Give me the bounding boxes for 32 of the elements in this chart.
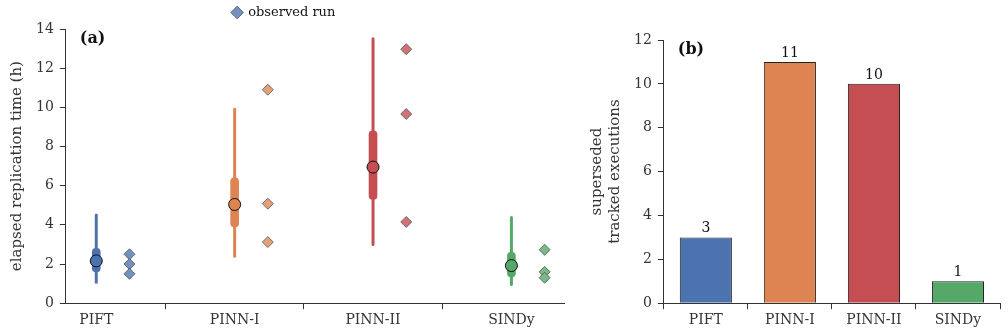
x-tick-label: SINDy xyxy=(488,311,535,328)
y-tick-label: 2 xyxy=(44,254,54,271)
x-tick-label: PINN-I xyxy=(209,311,260,328)
x-tick-label: PINN-I xyxy=(765,311,815,328)
y-axis-title: superseded tracked executions xyxy=(586,99,623,244)
y-tick-label: 8 xyxy=(44,137,54,154)
data-label: 1 xyxy=(953,262,963,279)
y-axis-title: elapsed replication time (h) xyxy=(6,61,25,272)
annotation: (b) xyxy=(677,39,705,59)
x-tick-label: SINDy xyxy=(934,311,982,328)
data-label: 11 xyxy=(780,43,799,60)
y-tick-label: 6 xyxy=(44,176,54,193)
y-tick-label: 12 xyxy=(35,58,54,75)
x-tick-label: PIFT xyxy=(79,311,114,328)
y-tick-label: 4 xyxy=(44,215,54,232)
y-tick-label: 10 xyxy=(633,74,652,91)
y-tick-label: 14 xyxy=(35,19,54,36)
y-tick-label: 4 xyxy=(642,206,652,223)
y-tick-label: 0 xyxy=(642,293,652,310)
data-label: 3 xyxy=(701,219,711,236)
y-tick-label: 0 xyxy=(44,293,54,310)
legend-label: observed run xyxy=(248,3,336,19)
y-tick-label: 6 xyxy=(642,162,652,179)
x-tick-label: PINN-II xyxy=(846,311,902,328)
y-tick-label: 10 xyxy=(35,97,54,114)
y-tick-label: 2 xyxy=(642,249,652,266)
x-tick-label: PINN-II xyxy=(345,311,401,328)
annotation: (a) xyxy=(79,28,106,48)
data-label: 10 xyxy=(865,65,883,82)
y-tick-label: 8 xyxy=(642,118,652,135)
y-tick-label: 12 xyxy=(633,30,652,47)
x-tick-label: PIFT xyxy=(688,311,724,328)
